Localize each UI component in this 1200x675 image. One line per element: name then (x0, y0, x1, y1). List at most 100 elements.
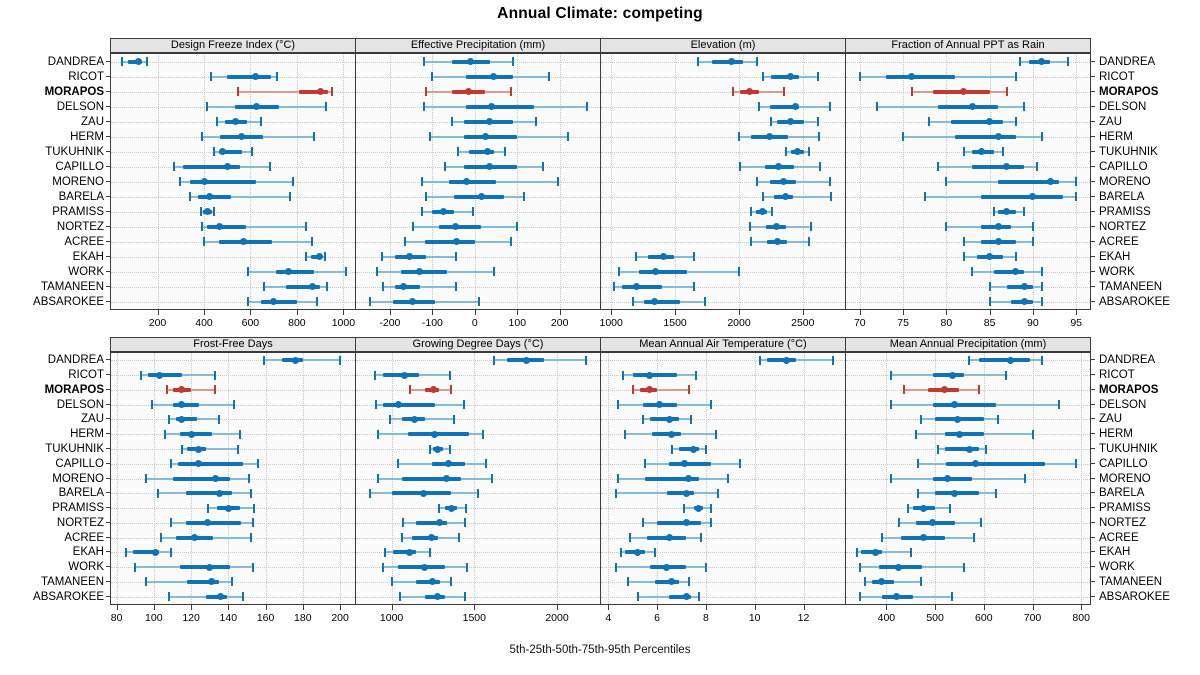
row-gridline (601, 375, 845, 377)
whisker-cap (478, 297, 481, 306)
whisker-cap (412, 222, 415, 231)
row-gridline (356, 286, 600, 288)
median-dot (215, 223, 223, 230)
median-dot (219, 148, 226, 155)
x-axis-tick-label: 100 (508, 317, 527, 329)
row-tick-left (106, 75, 110, 77)
row-tick-right (1091, 462, 1095, 464)
median-dot (986, 118, 994, 125)
site-label-left: ZAU (81, 413, 104, 426)
median-dot (773, 238, 781, 245)
whisker-cap (156, 488, 159, 498)
whisker-cap (471, 207, 474, 216)
row-tick-right (1091, 225, 1095, 227)
site-label-left: BARELA (58, 190, 104, 203)
x-axis-tick-label: 600 (975, 612, 993, 624)
whisker-cap (448, 444, 451, 454)
median-dot (291, 356, 299, 364)
whisker-cap (323, 252, 326, 261)
whisker-cap (311, 237, 313, 246)
median-dot (908, 73, 916, 80)
percentile-whisker (759, 359, 833, 362)
row-tick-left (106, 521, 110, 523)
whisker-cap (902, 132, 905, 141)
interquartile-box (622, 284, 662, 289)
whisker-cap (880, 533, 883, 543)
interquartile-box (276, 269, 315, 274)
x-axis-tick (296, 310, 298, 315)
median-dot (951, 489, 959, 497)
x-axis-tick-label: 0 (471, 317, 478, 329)
whisker-cap (695, 370, 698, 380)
whisker-cap (985, 444, 988, 454)
x-axis-tick-label: 2000 (727, 317, 751, 329)
x-axis-tick (432, 310, 434, 315)
site-label-left: EKAH (72, 546, 104, 559)
median-dot (152, 548, 160, 556)
median-dot (223, 163, 231, 170)
whisker-cap (749, 207, 752, 216)
row-gridline (601, 567, 845, 569)
whisker-cap (693, 252, 696, 261)
whisker-cap (757, 102, 760, 111)
whisker-cap (189, 192, 191, 201)
whisker-cap (829, 102, 832, 111)
whisker-cap (374, 370, 376, 380)
whisker-cap (928, 117, 931, 126)
interquartile-box (190, 179, 257, 184)
whisker-cap (700, 533, 702, 543)
median-dot (948, 371, 956, 379)
median-dot (1003, 163, 1011, 170)
whisker-cap (465, 503, 467, 513)
whisker-cap (344, 267, 347, 276)
whisker-cap (962, 237, 965, 246)
median-dot (430, 386, 438, 394)
row-gridline (846, 61, 1090, 63)
row-tick-left (106, 255, 110, 257)
x-axis-tick (116, 605, 118, 610)
whisker-cap (807, 237, 810, 246)
interquartile-box (770, 104, 799, 109)
row-gridline (111, 552, 355, 554)
whisker-cap (709, 518, 712, 528)
panel-plot (600, 352, 846, 605)
x-axis-tick-label: 800 (288, 317, 306, 329)
whisker-cap (215, 117, 218, 126)
site-label-right: MORAPOS (1099, 383, 1159, 396)
interquartile-box (415, 520, 447, 525)
whisker-cap (739, 459, 742, 469)
interquartile-box (183, 164, 240, 169)
whisker-cap (617, 267, 620, 276)
median-dot (745, 88, 753, 95)
median-dot (203, 208, 211, 215)
whisker-cap (165, 385, 168, 395)
whisker-cap (614, 488, 617, 498)
row-gridline (356, 256, 600, 258)
median-dot (406, 253, 414, 260)
whisker-cap (556, 177, 559, 186)
whisker-cap (1014, 117, 1017, 126)
site-label-right: NORTEZ (1099, 220, 1147, 233)
site-label-right: DELSON (1099, 398, 1147, 411)
row-gridline (111, 271, 355, 273)
whisker-cap (381, 282, 384, 291)
median-dot (231, 118, 239, 125)
panel-strip: Elevation (m) (600, 38, 846, 53)
site-label-right: RICOT (1099, 369, 1135, 382)
row-tick-right (1091, 359, 1095, 361)
row-tick-right (1091, 433, 1095, 435)
median-dot (695, 504, 703, 512)
whisker-cap (917, 488, 920, 498)
x-axis-tick (204, 310, 205, 315)
whisker-cap (450, 117, 453, 126)
interquartile-box (424, 239, 475, 244)
median-dot (663, 563, 671, 571)
median-dot (206, 563, 214, 571)
whisker-cap (169, 518, 172, 528)
whisker-cap (726, 474, 729, 483)
whisker-cap (253, 503, 256, 513)
row-gridline (601, 241, 845, 243)
whisker-cap (151, 400, 153, 410)
row-tick-right (1091, 536, 1095, 538)
x-axis-tick-label: 140 (219, 612, 238, 624)
